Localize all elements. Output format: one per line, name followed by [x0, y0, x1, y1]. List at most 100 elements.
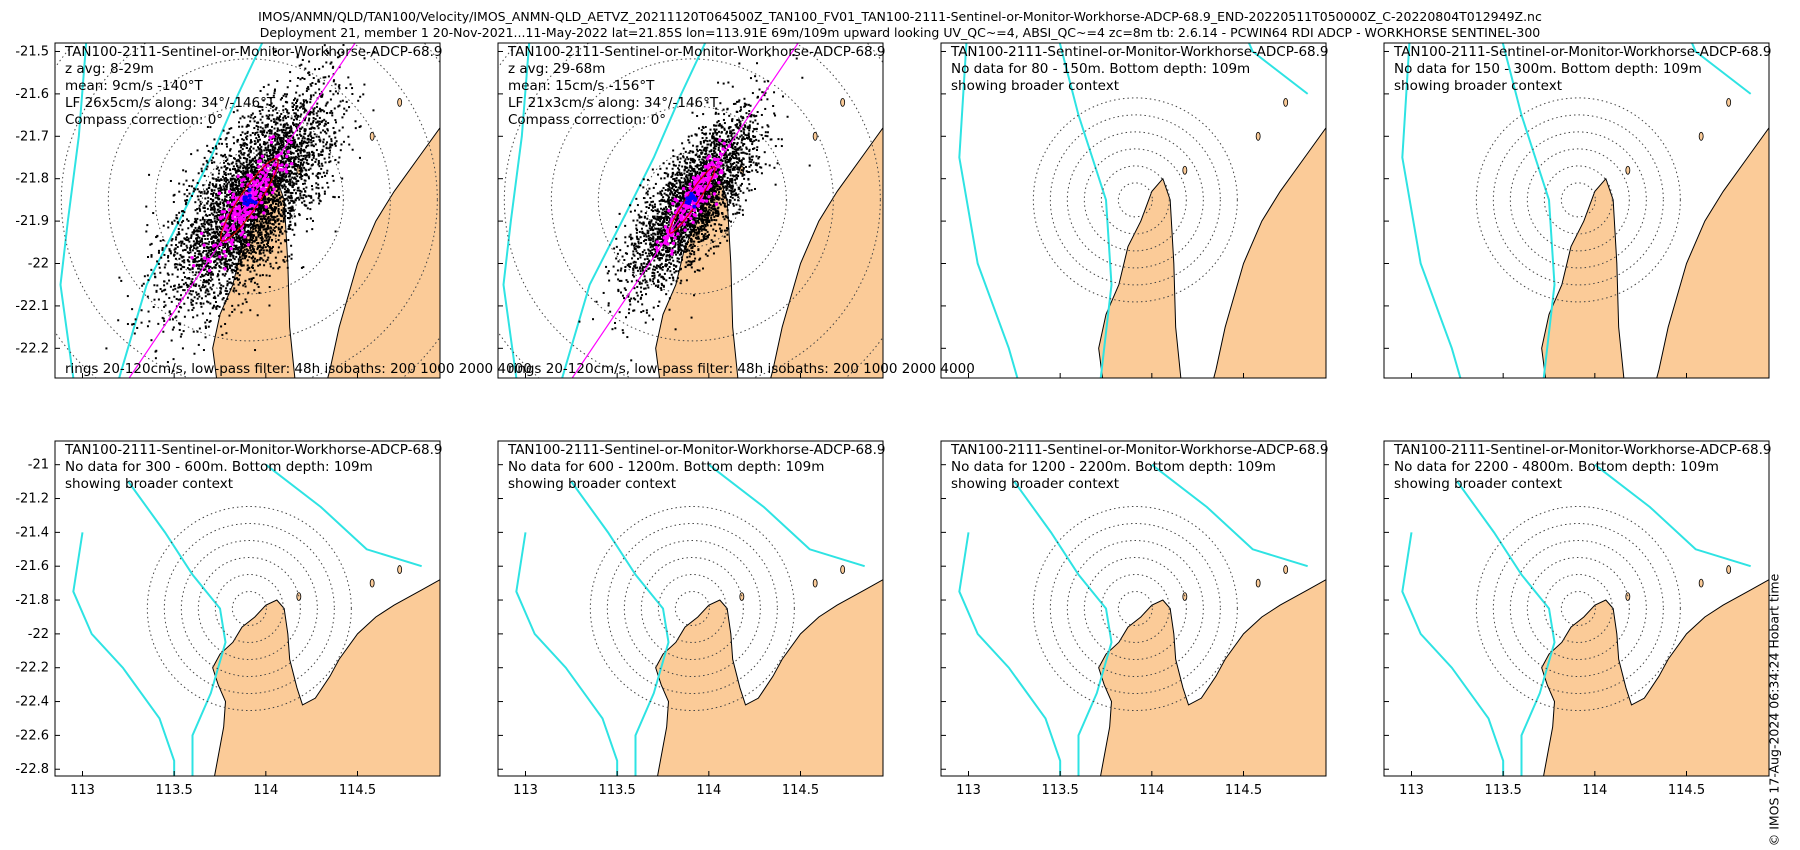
scatter-point	[196, 195, 199, 198]
scatter-point	[259, 274, 262, 277]
scatter-point	[253, 157, 256, 160]
scatter-point	[719, 203, 722, 206]
scatter-point	[277, 180, 280, 183]
lowpass-point	[266, 164, 270, 168]
scatter-point	[623, 287, 626, 290]
scatter-point	[240, 241, 243, 244]
scatter-point	[661, 240, 664, 243]
scatter-point	[308, 113, 311, 116]
scatter-point	[264, 235, 267, 238]
scatter-point	[237, 166, 240, 169]
scatter-point	[201, 225, 204, 228]
scatter-point	[271, 207, 274, 210]
scatter-point	[147, 256, 150, 259]
scatter-point	[693, 253, 696, 256]
scatter-point	[267, 109, 270, 112]
scatter-point	[301, 137, 304, 140]
scatter-point	[645, 269, 648, 272]
scatter-point	[218, 187, 221, 190]
scatter-point	[193, 187, 196, 190]
scatter-point	[171, 238, 174, 241]
scatter-point	[217, 176, 220, 179]
scatter-point	[264, 195, 267, 198]
scatter-point	[277, 209, 280, 212]
scatter-point	[166, 256, 169, 259]
scatter-point	[237, 248, 240, 251]
scatter-point	[269, 148, 272, 151]
scatter-point	[243, 223, 246, 226]
scatter-point	[309, 110, 312, 113]
scatter-point	[241, 207, 244, 210]
scatter-point	[219, 266, 222, 269]
scatter-point	[286, 187, 289, 190]
scatter-point	[717, 188, 720, 191]
scatter-point	[342, 44, 345, 47]
scatter-point	[241, 125, 244, 128]
scatter-point	[257, 134, 260, 137]
scatter-point	[267, 172, 270, 175]
scatter-point	[674, 242, 677, 245]
scatter-point	[169, 285, 172, 288]
scatter-point	[658, 300, 661, 303]
scatter-point	[228, 168, 231, 171]
scatter-point	[641, 250, 644, 253]
scatter-point	[309, 98, 312, 101]
scatter-point	[292, 183, 295, 186]
scatter-point	[190, 280, 193, 283]
scatter-point	[280, 112, 283, 115]
scatter-point	[274, 207, 277, 210]
scatter-point	[229, 193, 232, 196]
scatter-point	[249, 149, 252, 152]
scatter-point	[281, 176, 284, 179]
scatter-point	[277, 185, 280, 188]
scatter-point	[238, 228, 241, 231]
scatter-point	[308, 133, 311, 136]
scatter-point	[251, 131, 254, 134]
scatter-point	[245, 301, 248, 304]
scatter-point	[241, 148, 244, 151]
scatter-point	[278, 134, 281, 137]
scatter-point	[272, 180, 275, 183]
speed-ring	[503, 43, 881, 378]
scatter-point	[259, 237, 262, 240]
scatter-point	[274, 181, 277, 184]
scatter-point	[315, 182, 318, 185]
scatter-point	[257, 147, 260, 150]
scatter-point	[268, 246, 271, 249]
scatter-point	[282, 161, 285, 164]
scatter-point	[199, 287, 202, 290]
scatter-point	[311, 172, 314, 175]
scatter-point	[260, 223, 263, 226]
scatter-point	[232, 184, 235, 187]
scatter-point	[239, 262, 242, 265]
scatter-point	[304, 157, 307, 160]
scatter-point	[288, 162, 291, 165]
scatter-point	[766, 135, 769, 138]
scatter-point	[312, 110, 315, 113]
scatter-point	[180, 242, 183, 245]
scatter-point	[227, 258, 230, 261]
scatter-point	[283, 135, 286, 138]
scatter-point	[297, 76, 300, 79]
scatter-point	[242, 143, 245, 146]
scatter-point	[319, 140, 322, 143]
scatter-point	[240, 187, 243, 190]
scatter-point	[276, 130, 279, 133]
scatter-point	[224, 160, 227, 163]
scatter-point	[216, 226, 219, 229]
scatter-point	[213, 185, 216, 188]
y-tick-label: -22	[28, 257, 49, 272]
scatter-point	[278, 234, 281, 237]
scatter-point	[204, 228, 207, 231]
scatter-point	[227, 263, 230, 266]
scatter-point	[730, 193, 733, 196]
scatter-point	[320, 162, 323, 165]
scatter-point	[200, 268, 203, 271]
scatter-point	[273, 230, 276, 233]
scatter-point	[220, 258, 223, 261]
scatter-point	[193, 258, 196, 261]
scatter-point	[259, 147, 262, 150]
scatter-point	[268, 219, 271, 222]
scatter-point	[275, 225, 278, 228]
lowpass-point	[248, 174, 253, 179]
